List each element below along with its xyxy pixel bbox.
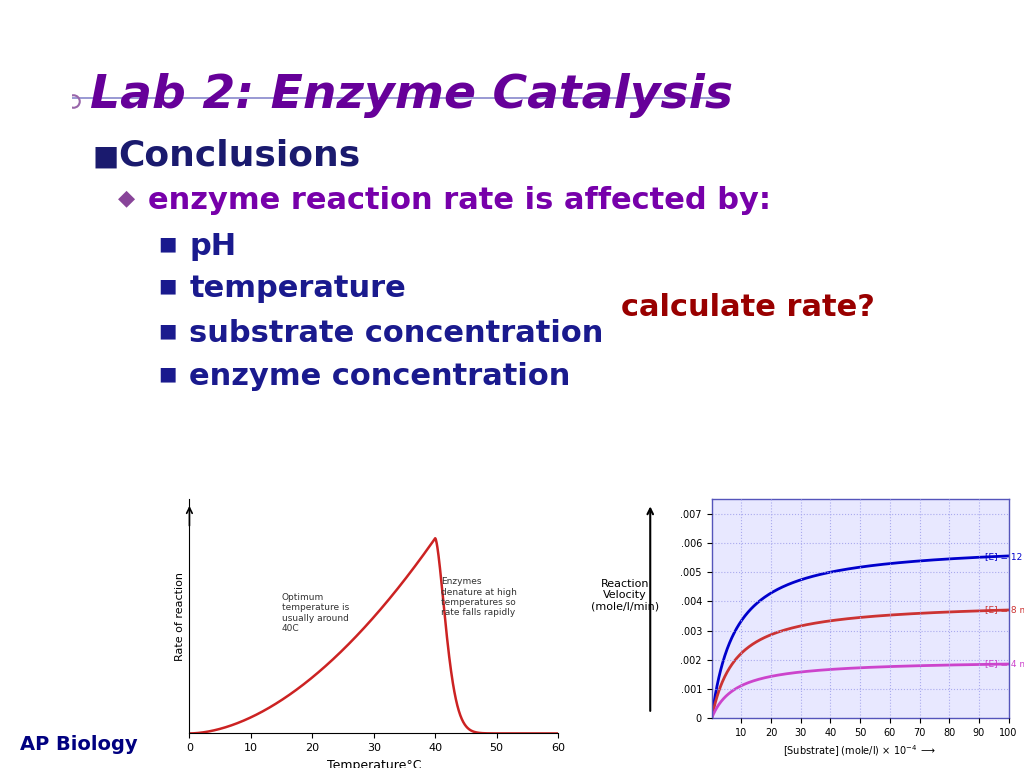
Text: enzyme reaction rate is affected by:: enzyme reaction rate is affected by: [148,186,771,215]
Text: ■: ■ [159,365,177,384]
Text: calculate rate?: calculate rate? [621,293,874,323]
Text: ■: ■ [159,234,177,253]
Text: Lab 2: Enzyme Catalysis: Lab 2: Enzyme Catalysis [90,72,733,118]
Text: [E] = 4 mg/l: [E] = 4 mg/l [985,660,1024,669]
Text: ◆: ◆ [118,188,135,208]
X-axis label: Temperature°C: Temperature°C [327,759,421,768]
Text: Enzymes
denature at high
temperatures so
rate falls rapidly: Enzymes denature at high temperatures so… [441,578,517,617]
Text: temperature: temperature [189,274,407,303]
Text: ■: ■ [92,142,119,170]
Text: Reaction
Velocity
(mole/l/min): Reaction Velocity (mole/l/min) [591,578,658,612]
Text: enzyme concentration: enzyme concentration [189,362,570,392]
Text: ■: ■ [159,321,177,340]
Text: [E] = 12 mg/l: [E] = 12 mg/l [985,553,1024,561]
Text: Conclusions: Conclusions [118,138,360,172]
Text: [E] = 8 mg/l: [E] = 8 mg/l [985,607,1024,615]
Text: pH: pH [189,232,237,261]
Text: AP Biology: AP Biology [20,735,138,754]
X-axis label: [Substrate] (mole/l) $\times$ 10$^{-4}$ $\longrightarrow$: [Substrate] (mole/l) $\times$ 10$^{-4}$ … [783,743,937,759]
Text: Optimum
temperature is
usually around
40C: Optimum temperature is usually around 40… [282,593,349,633]
Text: ■: ■ [159,276,177,296]
Text: substrate concentration: substrate concentration [189,319,604,348]
Y-axis label: Rate of reaction: Rate of reaction [175,572,185,660]
